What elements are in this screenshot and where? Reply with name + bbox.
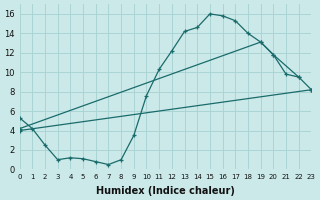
X-axis label: Humidex (Indice chaleur): Humidex (Indice chaleur)	[96, 186, 235, 196]
